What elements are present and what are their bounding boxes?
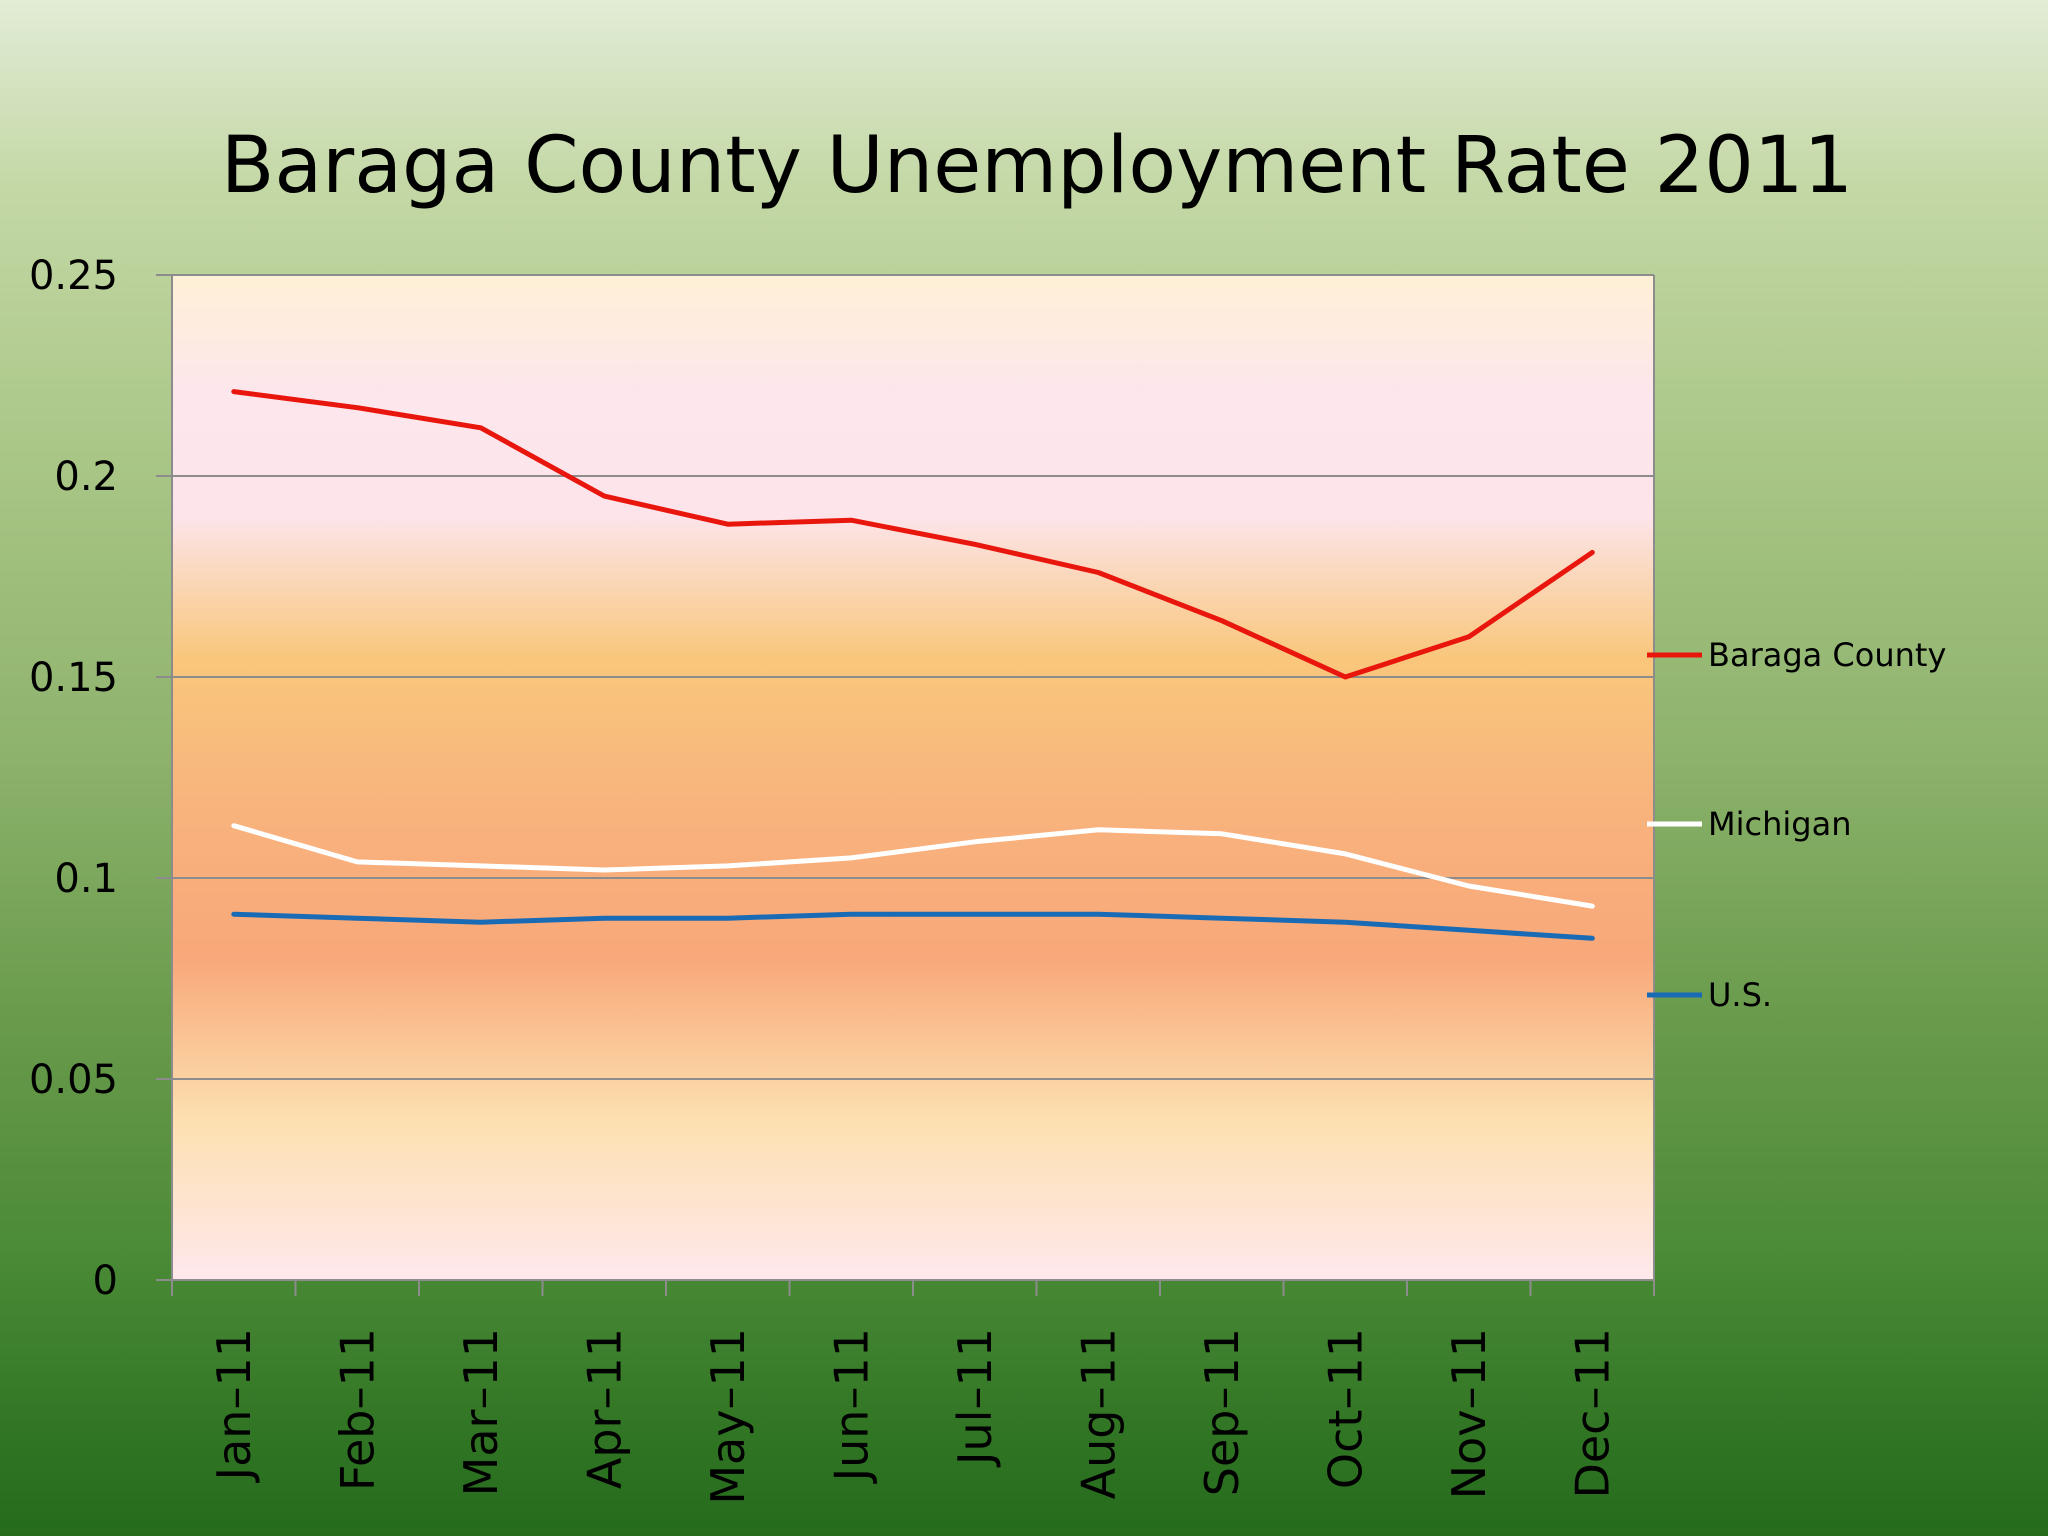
y-tick-label: 0.05 [29,1057,118,1103]
y-tick-label: 0.25 [29,253,118,299]
x-tick-labels: Jan–11 Feb–11 Mar–11 Apr–11 May–11 Jun–11 Jul–… [207,1328,1620,1505]
x-tick-label: Jun–11 [824,1328,878,1484]
x-tick-label: Jan–11 [207,1328,261,1483]
x-tick-label: Dec–11 [1565,1328,1619,1499]
legend-label: Michigan [1708,805,1851,843]
x-tick-label: Feb–11 [330,1328,384,1491]
series-line-michigan [231,823,1595,909]
x-tick-label: Nov–11 [1442,1328,1496,1499]
chart-title: Baraga County Unemployment Rate 2011 [221,121,1853,211]
x-tick-label: May–11 [701,1328,755,1505]
series-lines [231,389,1595,941]
axes [156,274,1655,1296]
x-tick-label: Sep–11 [1195,1328,1249,1496]
legend: Baraga County Michigan U.S. [1647,636,1946,1014]
series-line-u-s [231,911,1595,941]
y-tick-labels: 0 0.05 0.1 0.15 0.2 0.25 [29,253,118,1304]
x-tick-label: Aug–11 [1071,1328,1125,1499]
y-tick-label: 0.2 [54,454,118,500]
x-tick-label: Oct–11 [1318,1328,1372,1489]
x-tick-label: Jul–11 [948,1328,1002,1468]
y-tick-label: 0.1 [54,856,118,902]
y-tick-label: 0 [93,1258,118,1304]
y-tick-label: 0.15 [29,655,118,701]
series-line-baraga-county [231,389,1595,680]
x-tick-label: Apr–11 [577,1328,631,1489]
legend-label: Baraga County [1708,636,1946,674]
plot-area [172,275,1654,1280]
legend-label: U.S. [1708,976,1772,1014]
x-tick-label: Mar–11 [454,1328,508,1496]
